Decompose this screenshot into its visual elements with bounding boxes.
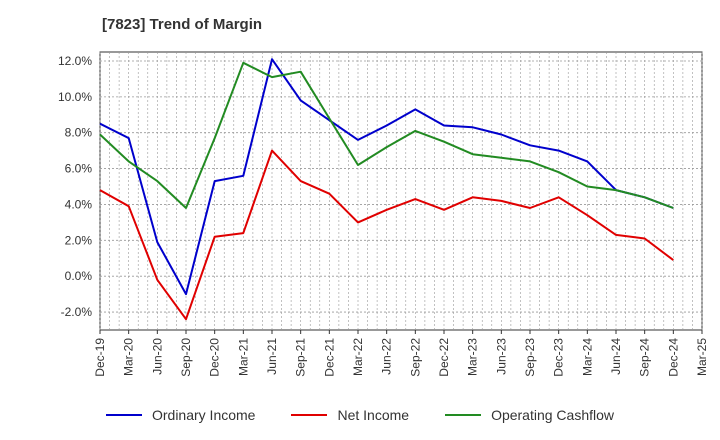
x-tick-label: Sep-22 — [408, 338, 422, 377]
x-tick-label: Dec-21 — [322, 338, 336, 377]
x-tick-label: Mar-21 — [236, 338, 250, 376]
y-tick-label: 8.0% — [65, 126, 93, 140]
chart-title: [7823] Trend of Margin — [102, 16, 263, 33]
series-lines — [99, 58, 674, 321]
y-tick-label: 6.0% — [65, 162, 93, 176]
legend-label: Net Income — [337, 407, 410, 423]
x-tick-label: Sep-23 — [523, 338, 537, 377]
x-tick-label: Jun-20 — [150, 338, 164, 375]
x-tick-label: Jun-22 — [380, 338, 394, 375]
x-tick-label: Dec-23 — [552, 338, 566, 377]
legend-item: Operating Cashflow — [445, 407, 614, 423]
legend: Ordinary Income Net Income Operating Cashf… — [0, 404, 720, 426]
plot-area — [99, 51, 703, 331]
x-tick-label: Sep-20 — [179, 338, 193, 377]
x-tick-label: Sep-21 — [294, 338, 308, 377]
legend-item: Ordinary Income — [105, 407, 256, 423]
x-tick-label: Dec-20 — [208, 338, 222, 377]
x-tick-label: Dec-24 — [666, 338, 680, 377]
x-tick-label: Sep-24 — [638, 338, 652, 377]
x-tick-label: Mar-20 — [122, 338, 136, 376]
legend-swatch — [291, 414, 328, 416]
x-tick-label: Mar-23 — [466, 338, 480, 376]
series-line-operating-cashflow — [99, 61, 674, 209]
x-tick-label: Mar-25 — [695, 338, 709, 376]
legend-item: Net Income — [291, 407, 409, 423]
x-tick-label: Jun-23 — [494, 338, 508, 375]
x-tick-label: Dec-22 — [437, 338, 451, 377]
legend-swatch — [105, 414, 142, 416]
x-tick-label: Mar-22 — [351, 338, 365, 376]
y-tick-label: 10.0% — [58, 90, 92, 104]
series-line-net-income — [99, 149, 674, 321]
y-tick-label: 2.0% — [65, 233, 93, 247]
y-tick-label: 0.0% — [65, 269, 93, 283]
y-tick-label: 12.0% — [58, 54, 92, 68]
axes: -2.0% 0.0% 2.0% 4.0% 6.0% 8.0% 10.0% 12.0% Dec-1… — [58, 54, 709, 377]
legend-label: Operating Cashflow — [491, 407, 615, 423]
legend-label: Ordinary Income — [151, 407, 256, 423]
legend-swatch — [445, 414, 482, 416]
x-tick-label: Mar-24 — [580, 338, 594, 376]
x-tick-label: Dec-19 — [93, 338, 107, 377]
y-tick-label: 4.0% — [65, 197, 93, 211]
x-tick-label: Jun-24 — [609, 338, 623, 375]
series-line-ordinary-income — [99, 58, 674, 296]
x-tick-label: Jun-21 — [265, 338, 279, 375]
y-tick-label: -2.0% — [61, 305, 93, 319]
